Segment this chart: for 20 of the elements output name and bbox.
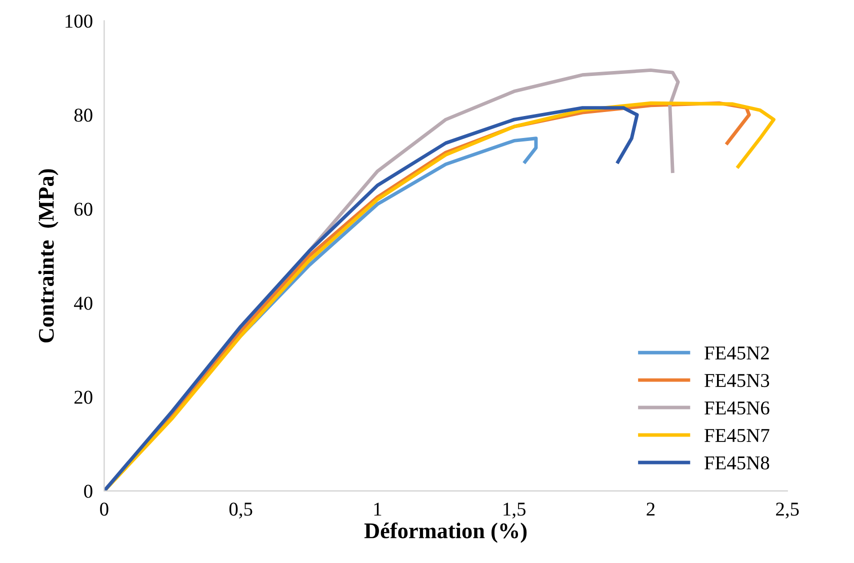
legend-label: FE45N8 — [704, 456, 770, 470]
x-tick-label: 0,5 — [229, 502, 252, 519]
legend-label: FE45N7 — [704, 429, 770, 442]
legend-label: FE45N6 — [704, 401, 770, 415]
legend-label: FE45N2 — [704, 346, 769, 360]
x-tick-label: 2,5 — [776, 502, 799, 519]
x-tick-label: 1,5 — [504, 502, 526, 519]
y-tick-label: 20 — [74, 390, 92, 404]
x-tick-label: 2 — [646, 502, 655, 516]
y-tick-label: 40 — [74, 296, 92, 310]
y-tick-label: 100 — [66, 14, 92, 28]
x-tick-label: 1 — [374, 502, 382, 516]
legend-label: FE45N3 — [704, 374, 770, 388]
line-series — [104, 106, 639, 491]
x-tick-label: 0 — [100, 502, 108, 516]
y-axis-title: Contrainte (MPa) — [38, 169, 58, 342]
x-axis-title: Déformation (%) — [364, 522, 527, 543]
y-tick-label: 60 — [74, 202, 92, 216]
y-tick-label: 80 — [74, 108, 92, 122]
y-tick-label: 0 — [84, 484, 92, 498]
